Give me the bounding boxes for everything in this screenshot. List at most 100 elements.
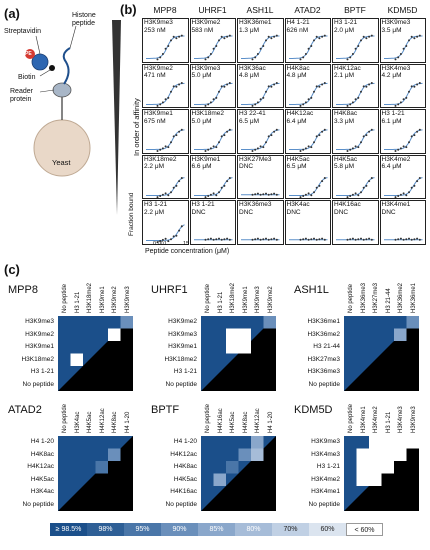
heatmap-row-label: H4 1-20	[30, 438, 54, 445]
legend-swatch: 95%	[124, 523, 161, 536]
cell-label: H3K36me1 1.3 μM	[239, 19, 272, 34]
heatmap-column-label: H3K9me3	[255, 286, 261, 313]
heatmap-column-label: No peptide	[348, 283, 354, 313]
data-point	[365, 238, 368, 241]
heatmap-column-label: H3K4me3	[398, 406, 404, 433]
data-point	[351, 237, 354, 240]
peptide-name: H3K18me2	[191, 110, 225, 117]
cell-label: H3 1-21 2.0 μM	[334, 19, 357, 34]
data-point	[354, 191, 357, 194]
fit-line	[383, 129, 423, 150]
data-point	[212, 97, 215, 100]
data-point	[270, 192, 273, 195]
heatmap-title: ATAD2	[8, 404, 42, 416]
heatmap-cell	[381, 448, 394, 461]
fit-line	[146, 129, 185, 150]
heatmap-row-label: H4K5ac	[173, 475, 197, 483]
data-point	[256, 192, 259, 195]
data-point	[222, 134, 225, 137]
data-point	[410, 35, 413, 38]
data-point	[299, 104, 301, 107]
data-point	[412, 238, 415, 241]
peptide-name: H3 1-21	[191, 201, 215, 208]
data-point	[312, 190, 315, 193]
data-point	[180, 81, 183, 84]
heatmap-grid	[58, 436, 133, 511]
heatmap-cell	[394, 448, 407, 461]
yeast-label: Yeast	[52, 158, 71, 167]
data-point	[346, 150, 349, 152]
data-point	[270, 37, 273, 40]
legend-swatch: < 60%	[346, 523, 383, 536]
data-point	[156, 58, 159, 61]
data-point	[212, 145, 215, 148]
data-point	[365, 184, 368, 187]
data-point	[399, 193, 402, 196]
x-tick-max: 15	[183, 241, 190, 247]
data-point	[228, 34, 231, 37]
heatmap-cell	[70, 353, 83, 366]
data-point	[317, 184, 320, 187]
data-point	[209, 237, 212, 240]
fit-line	[146, 176, 185, 196]
column-title: MPP8	[153, 5, 177, 15]
heatmap-cell	[406, 436, 419, 449]
data-point	[251, 104, 254, 107]
data-point	[399, 53, 402, 55]
heatmap-row-label: H4K12ac	[27, 463, 54, 470]
data-point	[180, 34, 183, 37]
data-point	[204, 58, 206, 61]
data-point	[217, 190, 220, 193]
data-point	[273, 83, 276, 85]
data-point	[323, 81, 326, 84]
data-point	[301, 56, 304, 59]
heatmap-row-label: No peptide	[308, 380, 340, 388]
binding-curve-cell	[379, 154, 426, 199]
heatmap-row-label: H3K9me3	[25, 318, 54, 325]
data-point	[217, 141, 220, 144]
heatmap-column-label: H4K12ac	[255, 408, 261, 433]
heatmap-column-label: H3 1-21	[385, 411, 392, 433]
data-point	[275, 34, 278, 37]
data-point	[259, 193, 262, 196]
data-point	[410, 84, 413, 87]
data-point	[209, 53, 212, 55]
heatmap-column-label: H3K9me3	[410, 406, 417, 433]
binding-curve-cell	[379, 200, 426, 245]
data-point	[159, 194, 162, 197]
heatmap-cell	[369, 448, 382, 461]
data-point	[365, 134, 368, 137]
data-point	[159, 56, 162, 59]
cell-label: H3K27Me3 DNC	[239, 156, 272, 171]
binding-curve	[288, 81, 328, 107]
heatmap-column-label: H4K5ac	[230, 411, 236, 433]
data-point	[220, 186, 223, 189]
heatmap-row-label: H4 1-20	[173, 438, 197, 445]
kd-value: 253 nM	[144, 26, 166, 34]
data-point	[161, 100, 164, 103]
heatmap-row-label: H3K9me1	[25, 343, 54, 350]
heatmap-column-label: H3K4me2	[373, 406, 379, 433]
peptide-name: H3K27Me3	[239, 155, 272, 163]
binding-curve-cell	[142, 154, 189, 199]
data-point	[267, 135, 270, 138]
kd-value: DNC	[286, 208, 301, 216]
legend-swatch: 85%	[198, 523, 235, 536]
data-point	[256, 147, 259, 150]
data-point	[156, 241, 159, 244]
heatmap-row-label: H3K9me1	[168, 343, 197, 350]
binding-curve-cell	[284, 154, 331, 199]
peptide-name: H3K9me2	[144, 64, 173, 72]
data-point	[170, 238, 172, 241]
heatmap-row-label: H3K9me2	[168, 318, 197, 325]
data-point	[273, 35, 276, 38]
kd-value: 4.2 μM	[381, 72, 402, 79]
data-point	[167, 96, 170, 99]
binding-curve	[383, 81, 423, 107]
data-point	[307, 47, 310, 50]
legend-swatch: 60%	[309, 523, 346, 536]
heatmap-cell	[394, 328, 407, 341]
data-point	[161, 238, 164, 241]
cell-label: H3K9me1 6.6 μM	[192, 156, 221, 171]
data-point	[159, 240, 162, 242]
